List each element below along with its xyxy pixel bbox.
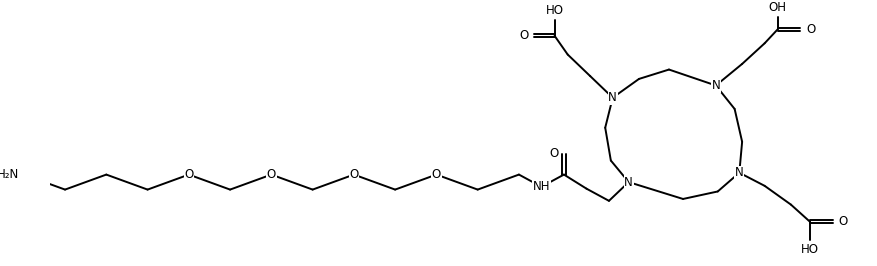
Text: O: O <box>349 168 358 181</box>
Text: HO: HO <box>800 243 817 256</box>
Text: OH: OH <box>768 1 786 14</box>
Text: N: N <box>734 166 743 179</box>
Text: H₂N: H₂N <box>0 168 19 181</box>
Text: O: O <box>267 168 275 181</box>
Text: O: O <box>548 147 558 160</box>
Text: O: O <box>805 23 814 36</box>
Text: O: O <box>838 215 847 228</box>
Text: HO: HO <box>545 4 563 17</box>
Text: N: N <box>624 176 632 189</box>
Text: O: O <box>431 168 440 181</box>
Text: O: O <box>184 168 193 181</box>
Text: N: N <box>608 91 617 104</box>
Text: N: N <box>710 79 719 92</box>
Text: O: O <box>518 29 528 42</box>
Text: NH: NH <box>532 180 550 193</box>
